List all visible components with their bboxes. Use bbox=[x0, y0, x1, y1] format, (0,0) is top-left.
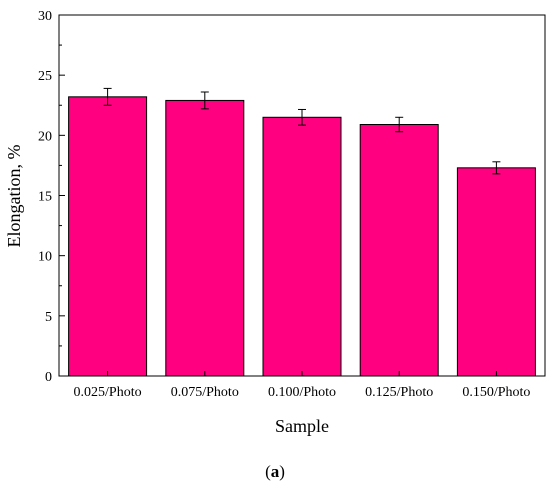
x-axis-title: Sample bbox=[275, 416, 329, 436]
y-tick-label-2: 5 bbox=[45, 310, 52, 325]
x-tick-label-3: 0.100/Photo bbox=[268, 385, 336, 400]
bar-4 bbox=[359, 124, 439, 377]
y-tick-label-5: 20 bbox=[38, 129, 52, 144]
y-tick-label-3: 10 bbox=[38, 250, 52, 265]
caption-letter: a bbox=[270, 462, 280, 481]
y-tick-label-4: 15 bbox=[38, 190, 52, 205]
x-tick-label-2: 0.075/Photo bbox=[171, 385, 239, 400]
x-tick-label-5: 0.150/Photo bbox=[462, 385, 530, 400]
caption-open: ( bbox=[265, 462, 271, 481]
y-tick-label-6: 25 bbox=[38, 69, 52, 84]
figure-caption: (a) bbox=[0, 462, 550, 482]
x-tick-label-1: 0.025/Photo bbox=[74, 385, 142, 400]
y-tick-label-7: 30 bbox=[38, 9, 52, 24]
y-axis-title: Elongation, % bbox=[4, 145, 24, 248]
y-tick-label-1: 0 bbox=[45, 370, 52, 385]
axes-layer bbox=[58, 14, 546, 377]
bar-2 bbox=[165, 99, 245, 377]
bar-5 bbox=[456, 167, 536, 377]
labels-layer: 0.025/Photo 0.075/Photo 0.100/Photo 0.125/P… bbox=[38, 9, 530, 400]
bar-3 bbox=[262, 116, 342, 377]
x-tick-label-4: 0.125/Photo bbox=[365, 385, 433, 400]
bars-layer bbox=[68, 87, 536, 377]
caption-close: ) bbox=[279, 462, 285, 481]
bar-1 bbox=[68, 96, 148, 377]
